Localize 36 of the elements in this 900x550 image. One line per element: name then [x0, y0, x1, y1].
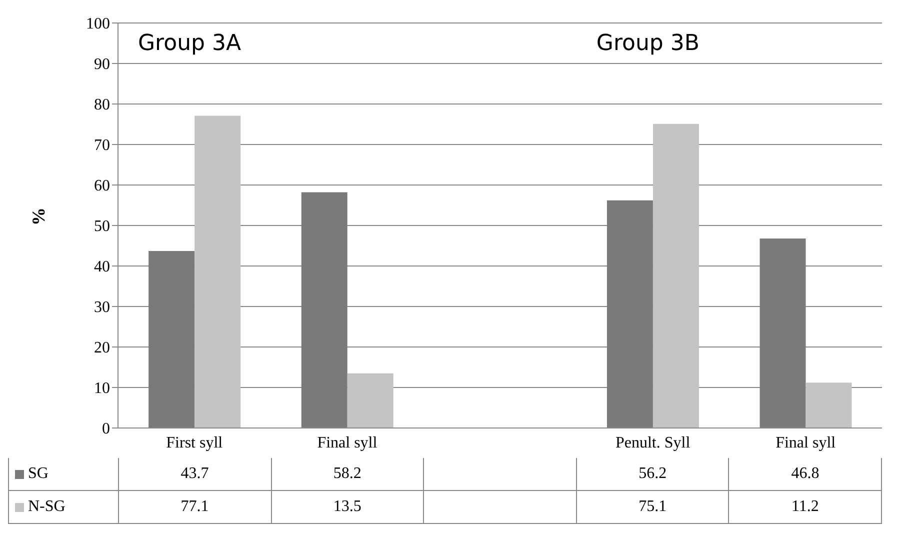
- y-tick-label: 100: [86, 16, 110, 33]
- y-axis-title: %: [28, 208, 48, 226]
- bar: [652, 124, 699, 428]
- x-tick-label: Penult. Syll: [615, 434, 691, 452]
- y-tick-label: 70: [94, 137, 110, 154]
- bar: [148, 251, 195, 428]
- y-tick-label: 10: [94, 380, 110, 398]
- bar: [806, 382, 852, 428]
- data-label: 46.8: [729, 458, 882, 490]
- data-label: 58.2: [272, 458, 424, 490]
- legend-label: N-SG: [28, 498, 66, 516]
- data-label: 13.5: [272, 491, 424, 523]
- bar: [760, 238, 806, 428]
- bar: [606, 200, 653, 428]
- data-label: 11.2: [729, 491, 882, 523]
- annotation: Group 3A: [138, 31, 242, 56]
- y-tick-label: 20: [94, 340, 110, 357]
- y-tick-label: 90: [94, 56, 110, 74]
- y-tick-label: 80: [94, 96, 110, 114]
- bar: [301, 192, 348, 428]
- y-tick-label: 60: [94, 178, 110, 195]
- bar: [194, 116, 241, 428]
- legend-label: SG: [28, 465, 48, 483]
- y-tick-label: 50: [94, 218, 110, 236]
- y-tick-label: 0: [102, 420, 110, 438]
- x-tick-label: Final syll: [776, 434, 836, 452]
- annotation: Group 3B: [596, 31, 700, 56]
- data-label: 56.2: [576, 458, 730, 490]
- y-tick-label: 40: [94, 258, 110, 276]
- data-label: 43.7: [118, 458, 272, 490]
- x-tick-label: Final syll: [317, 434, 378, 452]
- data-label: 75.1: [576, 491, 730, 523]
- bar: [347, 373, 394, 428]
- x-tick-label: First syll: [166, 434, 224, 452]
- y-tick-label: 30: [94, 299, 110, 316]
- data-label: 77.1: [118, 491, 272, 523]
